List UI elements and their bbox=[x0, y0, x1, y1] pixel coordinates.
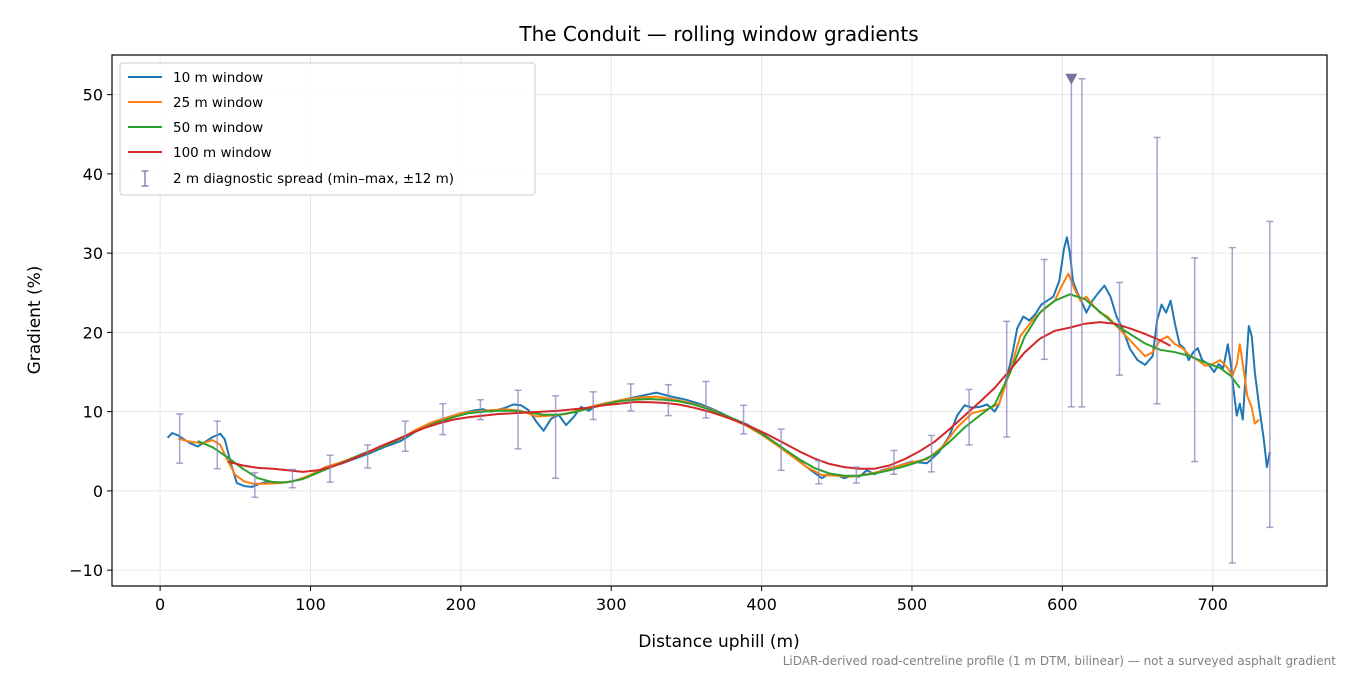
error-bar bbox=[476, 399, 484, 421]
legend-swatch-diagnostic bbox=[141, 170, 149, 187]
y-tick-label: 40 bbox=[83, 165, 103, 184]
error-bar bbox=[852, 466, 860, 484]
error-bar bbox=[251, 471, 259, 498]
legend-label-10m: 10 m window bbox=[173, 70, 263, 86]
error-bar bbox=[702, 380, 710, 419]
error-bar bbox=[1153, 136, 1161, 405]
x-tick-label: 200 bbox=[446, 595, 477, 614]
x-tick-label: 500 bbox=[897, 595, 928, 614]
error-bar bbox=[928, 434, 936, 473]
y-tick-label: 30 bbox=[83, 244, 103, 263]
x-tick-label: 300 bbox=[596, 595, 627, 614]
series-line-3 bbox=[197, 293, 1241, 484]
error-bar bbox=[176, 413, 184, 464]
error-bar bbox=[965, 388, 973, 446]
error-bar bbox=[627, 383, 635, 412]
error-bar bbox=[890, 449, 898, 476]
error-bar bbox=[288, 468, 296, 489]
x-tick-label: 100 bbox=[295, 595, 326, 614]
y-tick-label: −10 bbox=[69, 561, 103, 580]
error-bar bbox=[1003, 320, 1011, 438]
legend-label-25m: 25 m window bbox=[173, 95, 263, 111]
x-tick-label: 600 bbox=[1047, 595, 1078, 614]
error-bar bbox=[1228, 246, 1236, 564]
legend-label-100m: 100 m window bbox=[173, 145, 272, 161]
legend: 10 m window 25 m window 50 m window 100 … bbox=[119, 62, 536, 196]
x-tick-label: 700 bbox=[1197, 595, 1228, 614]
error-bar bbox=[589, 391, 597, 421]
series-line-4 bbox=[227, 321, 1172, 473]
series-line-2 bbox=[177, 272, 1260, 485]
error-bar bbox=[326, 454, 334, 483]
x-tick-label: 400 bbox=[746, 595, 777, 614]
error-bar bbox=[1115, 281, 1123, 376]
footnote: LiDAR-derived road-centreline profile (1… bbox=[783, 654, 1337, 668]
error-bar bbox=[664, 383, 672, 417]
error-bar bbox=[815, 460, 823, 485]
triangle-marker bbox=[1065, 73, 1078, 85]
error-bar bbox=[213, 420, 221, 470]
x-tick-label: 0 bbox=[155, 595, 165, 614]
chart-title: The Conduit — rolling window gradients bbox=[518, 22, 918, 46]
legend-label-diagnostic: 2 m diagnostic spread (min–max, ±12 m) bbox=[173, 171, 454, 187]
legend-label-50m: 50 m window bbox=[173, 120, 263, 136]
error-bar bbox=[1266, 220, 1274, 529]
error-bar bbox=[777, 428, 785, 472]
error-bar bbox=[514, 389, 522, 450]
error-bar bbox=[552, 395, 560, 479]
error-bar bbox=[401, 420, 409, 453]
error-bar bbox=[1040, 258, 1048, 361]
legend-box bbox=[119, 62, 536, 196]
y-axis-label: Gradient (%) bbox=[25, 266, 45, 375]
error-bar bbox=[740, 404, 748, 435]
x-axis-label: Distance uphill (m) bbox=[638, 632, 799, 652]
axis-ticks: 0 100 200 300 400 500 600 700 −10 0 10 20 30 40 50 bbox=[69, 86, 1228, 614]
y-tick-label: 50 bbox=[83, 86, 103, 105]
y-tick-label: 20 bbox=[83, 323, 103, 342]
error-bar bbox=[364, 444, 372, 469]
series-lines bbox=[166, 236, 1271, 488]
series-line-1 bbox=[166, 236, 1271, 488]
error-bar bbox=[1191, 257, 1199, 463]
error-bar bbox=[439, 402, 447, 436]
plot-frame bbox=[111, 54, 1328, 587]
error-bar bbox=[1078, 78, 1086, 408]
y-tick-label: 0 bbox=[93, 482, 103, 501]
y-tick-label: 10 bbox=[83, 403, 103, 422]
diagnostic-spread-bars bbox=[176, 73, 1274, 564]
